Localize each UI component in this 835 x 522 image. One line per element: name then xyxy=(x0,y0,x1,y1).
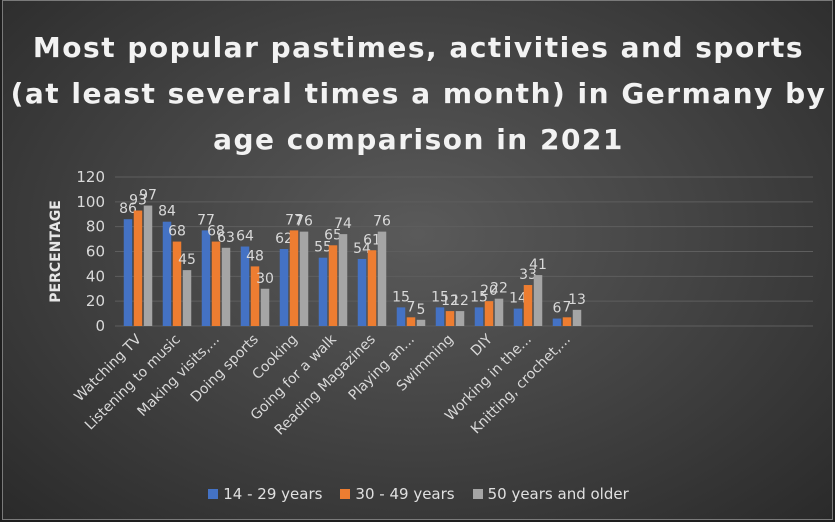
bar xyxy=(367,250,377,326)
bar xyxy=(240,246,250,326)
data-label: 20 xyxy=(480,283,498,299)
bar xyxy=(201,230,211,326)
bar xyxy=(533,275,543,326)
data-label: 86 xyxy=(119,201,137,217)
bar xyxy=(445,311,455,326)
x-tick-label: Doing sports xyxy=(188,332,262,406)
bar xyxy=(123,219,133,326)
bar xyxy=(474,307,484,326)
data-label: 14 xyxy=(509,291,527,307)
bar xyxy=(328,245,338,326)
legend-item: 14 - 29 years xyxy=(208,485,322,503)
bar xyxy=(396,307,406,326)
data-label: 68 xyxy=(168,224,186,240)
bar xyxy=(406,317,416,326)
bar xyxy=(494,298,504,326)
x-tick-label: Watching TV xyxy=(71,331,145,405)
bar xyxy=(377,231,387,326)
legend-label: 14 - 29 years xyxy=(223,485,323,503)
data-label: 6 xyxy=(553,301,562,317)
bar xyxy=(260,288,270,326)
data-label: 13 xyxy=(568,292,586,308)
bar xyxy=(435,307,445,326)
data-label: 45 xyxy=(178,252,196,268)
bar xyxy=(143,205,153,326)
bar xyxy=(162,221,172,326)
bar xyxy=(172,241,182,326)
bar xyxy=(279,249,289,326)
bar xyxy=(211,241,221,326)
bar xyxy=(523,285,533,326)
data-label: 15 xyxy=(431,289,449,305)
y-tick-label: 60 xyxy=(86,243,105,261)
data-label: 65 xyxy=(324,227,342,243)
bar xyxy=(182,270,192,326)
bar xyxy=(572,309,582,326)
data-label: 77 xyxy=(197,212,215,228)
y-axis-label: PERCENTAGE xyxy=(48,200,64,303)
data-label: 97 xyxy=(139,188,157,204)
y-tick-label: 120 xyxy=(76,168,105,186)
data-label: 41 xyxy=(529,257,547,273)
bar xyxy=(289,230,299,326)
legend-swatch xyxy=(472,489,483,499)
data-label: 63 xyxy=(217,230,235,246)
legend-item: 50 years and older xyxy=(472,485,629,503)
data-label: 5 xyxy=(417,302,426,318)
data-label: 7 xyxy=(407,299,416,315)
bar xyxy=(250,266,260,326)
y-tick-label: 100 xyxy=(76,193,105,211)
bar xyxy=(357,258,367,326)
legend-swatch xyxy=(340,489,351,499)
bar xyxy=(318,257,328,326)
data-label: 84 xyxy=(158,204,176,220)
legend: 14 - 29 years 30 - 49 years 50 years and o… xyxy=(3,485,834,503)
data-label: 68 xyxy=(207,224,225,240)
data-label: 15 xyxy=(392,289,410,305)
data-label: 76 xyxy=(373,214,391,230)
data-label: 30 xyxy=(256,271,274,287)
bar xyxy=(455,311,465,326)
data-label: 54 xyxy=(353,241,371,257)
data-label: 77 xyxy=(285,212,303,228)
bar xyxy=(513,308,523,326)
data-label: 55 xyxy=(314,240,332,256)
data-label: 76 xyxy=(295,214,313,230)
bar xyxy=(552,318,562,326)
data-label: 74 xyxy=(334,216,352,232)
y-tick-label: 80 xyxy=(86,218,105,236)
y-tick-label: 0 xyxy=(95,317,105,335)
y-tick-label: 40 xyxy=(86,267,105,285)
legend-label: 30 - 49 years xyxy=(355,485,455,503)
bar xyxy=(484,301,494,326)
x-tick-label: DIY xyxy=(468,331,496,359)
data-label: 61 xyxy=(363,232,381,248)
data-label: 48 xyxy=(246,248,264,264)
bar xyxy=(416,319,426,326)
legend-item: 30 - 49 years xyxy=(340,485,455,503)
y-tick-label: 20 xyxy=(86,292,105,310)
bar xyxy=(133,210,143,326)
data-label: 12 xyxy=(451,293,469,309)
data-label: 64 xyxy=(236,229,254,245)
legend-swatch xyxy=(208,489,219,499)
legend-label: 50 years and older xyxy=(487,485,629,503)
data-label: 7 xyxy=(563,299,572,315)
chart-title: Most popular pastimes, activities and sp… xyxy=(10,31,827,156)
bar xyxy=(562,317,572,326)
bar xyxy=(221,247,231,326)
data-label: 93 xyxy=(129,193,147,209)
data-label: 33 xyxy=(519,267,537,283)
data-label: 62 xyxy=(275,231,293,247)
bar xyxy=(299,231,309,326)
data-label: 12 xyxy=(441,293,459,309)
data-label: 22 xyxy=(490,281,508,297)
bar xyxy=(338,234,348,326)
data-label: 15 xyxy=(470,289,488,305)
